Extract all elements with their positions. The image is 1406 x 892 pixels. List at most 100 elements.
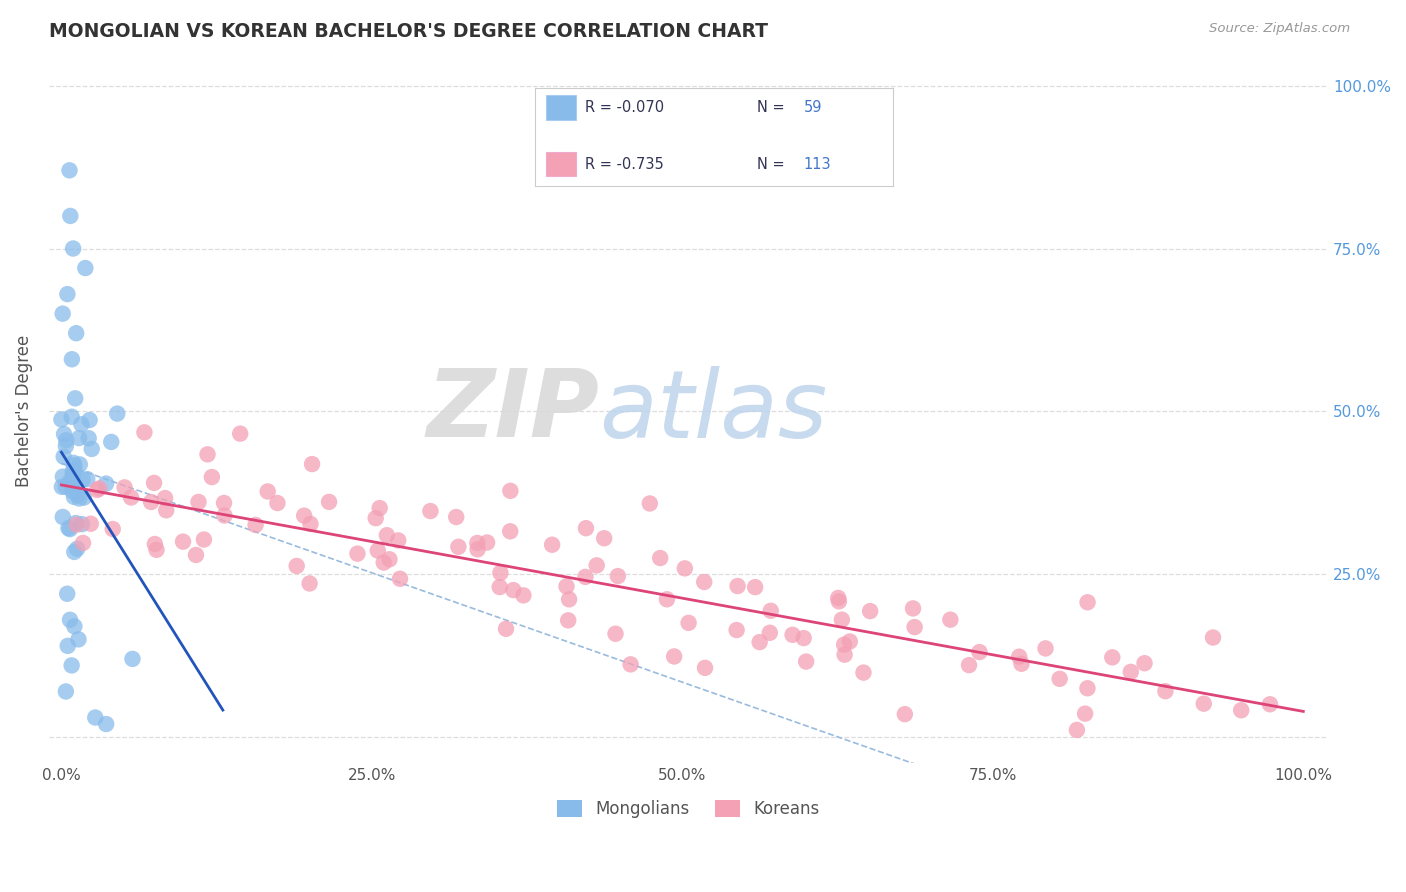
Point [301,457,323,471]
Point [67,431,90,445]
Point [66,541,89,556]
Point [727,579,749,593]
Point [59,474,82,488]
Point [759,604,782,618]
Point [72,473,94,487]
Point [387,533,409,548]
Point [638,496,661,510]
Point [51,412,73,426]
Point [80,442,103,456]
Point [52,450,75,464]
Point [748,635,770,649]
Point [512,588,534,602]
Point [155,503,177,517]
Point [693,574,716,589]
Point [58,521,80,535]
Point [143,475,166,490]
Point [63,545,86,559]
Point [375,528,398,542]
Point [229,426,252,441]
Point [378,552,401,566]
Point [673,561,696,575]
Point [488,580,510,594]
Point [60,409,83,424]
Point [52,307,75,321]
Point [793,631,815,645]
Point [465,536,488,550]
Point [55,684,77,698]
Point [285,558,308,573]
Point [744,580,766,594]
Point [605,626,627,640]
Point [894,707,917,722]
Point [96,717,118,731]
Point [1049,672,1071,686]
Point [794,655,817,669]
Point [693,661,716,675]
Point [55,434,77,448]
Point [662,649,685,664]
Point [725,623,748,637]
Point [60,352,83,367]
Point [55,480,77,494]
Point [298,576,321,591]
Point [172,534,194,549]
Point [62,242,84,256]
Point [1101,650,1123,665]
Point [76,472,98,486]
Point [292,508,315,523]
Point [1008,649,1031,664]
Point [60,483,83,498]
Point [759,625,782,640]
Point [52,469,75,483]
Point [51,480,73,494]
Point [499,524,522,539]
Point [134,425,156,440]
Point [593,531,616,545]
Point [245,517,267,532]
Point [574,570,596,584]
Point [59,522,82,536]
Point [831,613,853,627]
Point [834,648,856,662]
Point [558,592,581,607]
Point [467,542,489,557]
Point [367,543,389,558]
Point [212,496,235,510]
Point [1133,657,1156,671]
Point [62,456,84,470]
Point [63,619,86,633]
Point [84,710,107,724]
Point [1202,631,1225,645]
Point [419,504,441,518]
Point [1066,723,1088,737]
Point [318,495,340,509]
Point [139,495,162,509]
Point [114,480,136,494]
Point [495,622,517,636]
Point [555,579,578,593]
Point [56,287,79,301]
Point [782,628,804,642]
Point [143,537,166,551]
Point [1192,697,1215,711]
Point [66,488,89,502]
Point [75,261,97,276]
Point [201,470,224,484]
Point [502,583,524,598]
Point [266,496,288,510]
Point [193,533,215,547]
Legend: Mongolians, Koreans: Mongolians, Koreans [551,794,827,825]
Point [832,638,855,652]
Point [56,587,79,601]
Point [59,613,82,627]
Text: MONGOLIAN VS KOREAN BACHELOR'S DEGREE CORRELATION CHART: MONGOLIAN VS KOREAN BACHELOR'S DEGREE CO… [49,22,768,41]
Point [62,468,84,483]
Point [56,639,79,653]
Point [1077,595,1099,609]
Point [1076,681,1098,696]
Point [859,604,882,618]
Point [80,516,103,531]
Point [650,551,672,566]
Point [70,517,93,532]
